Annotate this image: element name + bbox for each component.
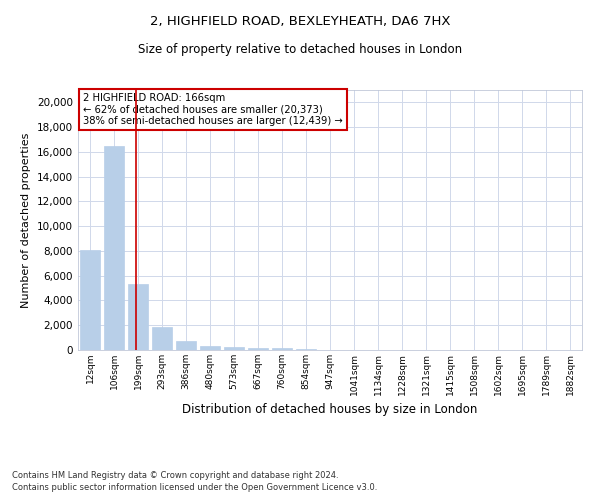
Bar [248, 348, 268, 350]
Text: 2 HIGHFIELD ROAD: 166sqm
← 62% of detached houses are smaller (20,373)
38% of se: 2 HIGHFIELD ROAD: 166sqm ← 62% of detach… [83, 92, 343, 126]
Bar [152, 327, 172, 350]
Bar [272, 348, 292, 350]
Text: Contains HM Land Registry data © Crown copyright and database right 2024.: Contains HM Land Registry data © Crown c… [12, 471, 338, 480]
Bar [200, 346, 220, 350]
Text: Size of property relative to detached houses in London: Size of property relative to detached ho… [138, 42, 462, 56]
Bar [176, 342, 196, 350]
Y-axis label: Number of detached properties: Number of detached properties [22, 132, 31, 308]
X-axis label: Distribution of detached houses by size in London: Distribution of detached houses by size … [182, 403, 478, 416]
Bar [104, 146, 124, 350]
Bar [128, 284, 148, 350]
Bar [80, 250, 100, 350]
Text: 2, HIGHFIELD ROAD, BEXLEYHEATH, DA6 7HX: 2, HIGHFIELD ROAD, BEXLEYHEATH, DA6 7HX [150, 15, 450, 28]
Bar [224, 346, 244, 350]
Text: Contains public sector information licensed under the Open Government Licence v3: Contains public sector information licen… [12, 484, 377, 492]
